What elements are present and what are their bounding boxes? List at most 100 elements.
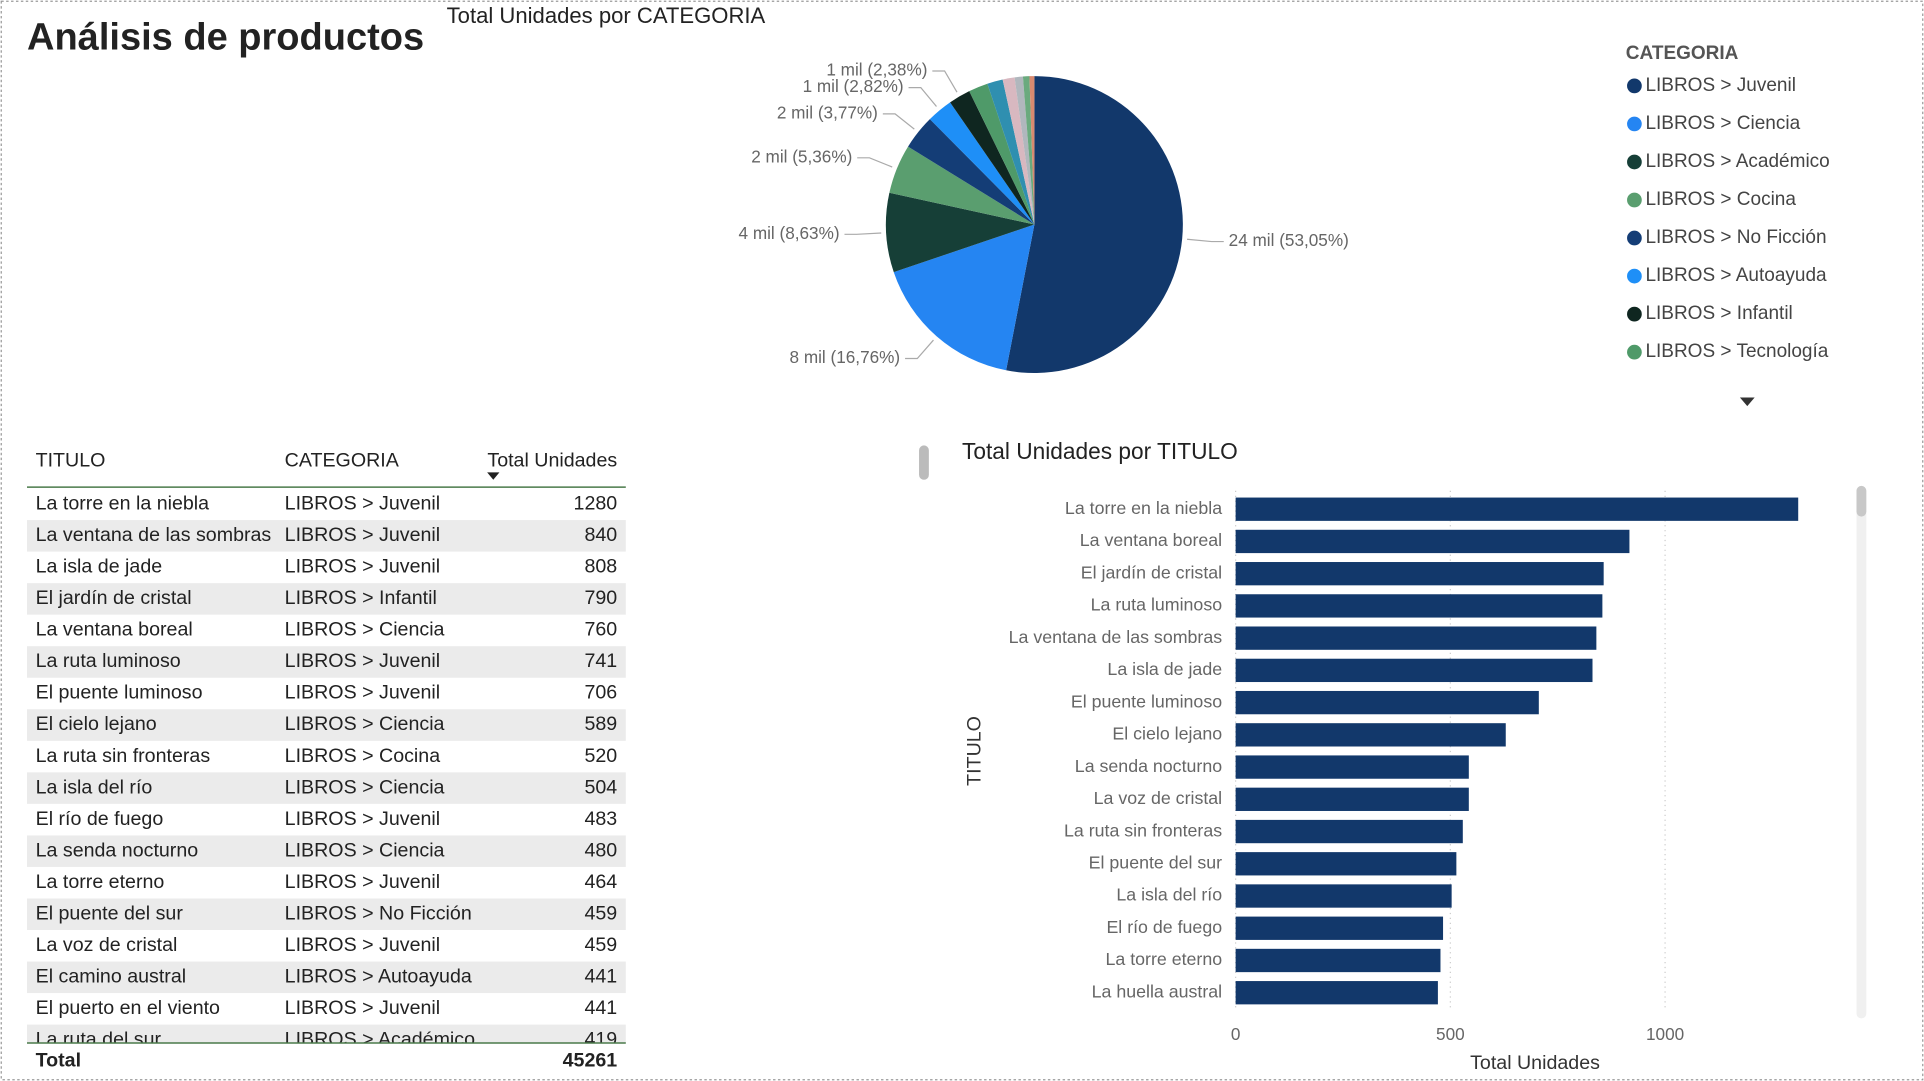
scrollbar-track[interactable] — [1856, 485, 1867, 1019]
leader-line — [882, 113, 915, 130]
visual-handle[interactable] — [919, 445, 929, 480]
bar — [1235, 658, 1593, 683]
table-cell: 459 — [584, 934, 617, 956]
y-tick-label: El puente luminoso — [1071, 691, 1222, 711]
legend-entry: LIBROS > Ciencia — [1645, 113, 1800, 134]
table-cell: 441 — [584, 997, 617, 1019]
bar — [1235, 916, 1444, 940]
legend-marker — [1627, 192, 1642, 208]
bar — [1235, 884, 1452, 908]
legend-marker — [1627, 154, 1642, 170]
table-cell: 741 — [584, 650, 617, 672]
leader-line — [844, 232, 882, 235]
leader-line — [905, 339, 934, 360]
table-cell: 1280 — [574, 492, 618, 514]
table-cell: El río de fuego — [36, 808, 164, 830]
y-tick-label: El puente del sur — [1089, 852, 1223, 872]
legend-title: CATEGORIA — [1626, 43, 1739, 64]
bar — [1235, 562, 1604, 586]
table-cell: La voz de cristal — [36, 934, 178, 956]
table-cell: 808 — [584, 556, 617, 578]
pie-slice — [1029, 76, 1035, 225]
y-tick-label: La ruta sin fronteras — [1064, 820, 1222, 840]
row-band — [27, 898, 626, 931]
data-label: 2 mil (5,36%) — [751, 146, 852, 166]
y-tick-label: La isla de jade — [1107, 659, 1222, 679]
legend-marker — [1627, 344, 1642, 360]
bar — [1235, 852, 1457, 876]
legend-scroll-arrow[interactable] — [1739, 397, 1755, 407]
page-title: Análisis de productos — [27, 16, 424, 58]
x-tick-label: 0 — [1231, 1024, 1241, 1044]
table-cell: 840 — [584, 524, 617, 546]
bar — [1235, 723, 1506, 747]
scrollbar-thumb[interactable] — [1856, 485, 1867, 517]
table-cell: La ventana de las sombras — [36, 524, 272, 546]
table-cell: LIBROS > Cocina — [285, 745, 441, 767]
legend-entry: LIBROS > Tecnología — [1645, 341, 1828, 362]
row-band — [27, 1024, 626, 1043]
table-cell: La ruta del sur — [36, 1029, 162, 1051]
table: TITULO CATEGORIA Total Unidades La torre en… — [27, 450, 626, 1072]
pie-slice — [1022, 76, 1035, 225]
total-label: Total — [36, 1050, 81, 1072]
legend-marker — [1627, 78, 1642, 94]
row-band — [27, 520, 626, 552]
table-cell: LIBROS > Académico — [285, 1029, 475, 1051]
table-cell: LIBROS > Juvenil — [285, 524, 440, 546]
total-value: 45261 — [563, 1050, 618, 1072]
table-body: La torre en la niebla LIBROS > Juvenil 128… — [27, 492, 626, 1051]
pie-slice — [1002, 77, 1035, 225]
y-tick-label: La voz de cristal — [1094, 788, 1222, 808]
x-tick-label: 1000 — [1646, 1024, 1684, 1044]
chart-title: Total Unidades por TITULO — [962, 438, 1238, 464]
data-label: 8 mil (16,76%) — [790, 347, 901, 367]
legend-entry: LIBROS > Juvenil — [1645, 75, 1795, 96]
table-cell: La ruta sin fronteras — [36, 745, 211, 767]
pie-slice — [893, 224, 1035, 371]
y-tick-label: La senda nocturno — [1075, 756, 1222, 776]
table-cell: 790 — [584, 587, 617, 609]
table-cell: LIBROS > Juvenil — [285, 871, 440, 893]
pie-chart: Total Unidades por CATEGORIA 24 mil (53,0… — [447, 3, 1830, 374]
table-cell: El jardín de cristal — [36, 587, 192, 609]
table-cell: LIBROS > Ciencia — [285, 713, 445, 735]
table-cell: LIBROS > Juvenil — [285, 492, 440, 514]
x-tick-label: 500 — [1436, 1024, 1465, 1044]
table-cell: LIBROS > Juvenil — [285, 997, 440, 1019]
bar — [1235, 690, 1539, 715]
row-band — [27, 961, 626, 994]
table-cell: 459 — [584, 902, 617, 924]
table-cell: LIBROS > Ciencia — [285, 619, 445, 641]
table-cell: 504 — [584, 776, 617, 798]
table-cell: LIBROS > Juvenil — [285, 808, 440, 830]
row-band — [27, 646, 626, 678]
pie-slice — [908, 119, 1035, 225]
bar — [1235, 497, 1799, 521]
bar — [1235, 529, 1630, 554]
legend-marker — [1627, 306, 1642, 322]
data-label: 1 mil (2,38%) — [826, 59, 927, 79]
legend-marker — [1627, 116, 1642, 132]
legend-entry: LIBROS > Académico — [1645, 151, 1829, 172]
table-cell: 419 — [584, 1029, 617, 1051]
pie-slice — [987, 79, 1035, 225]
sort-indicator — [487, 472, 500, 480]
table-cell: 706 — [584, 682, 617, 704]
bar — [1235, 981, 1438, 1005]
table-cell: LIBROS > Juvenil — [285, 934, 440, 956]
bar — [1235, 626, 1597, 650]
legend-marker — [1627, 230, 1642, 246]
table-cell: LIBROS > Autoayuda — [285, 966, 472, 988]
y-tick-label: La huella austral — [1092, 981, 1223, 1001]
leader-line — [857, 157, 893, 168]
table-cell: LIBROS > Infantil — [285, 587, 437, 609]
pie-slice — [969, 83, 1035, 225]
table-cell: 760 — [584, 619, 617, 641]
table-cell: La isla del río — [36, 776, 153, 798]
table-cell: 520 — [584, 745, 617, 767]
column-header: CATEGORIA — [285, 450, 400, 472]
table-cell: La torre eterno — [36, 871, 165, 893]
legend-entry: LIBROS > Infantil — [1645, 303, 1792, 324]
y-tick-label: La torre en la niebla — [1065, 498, 1222, 518]
